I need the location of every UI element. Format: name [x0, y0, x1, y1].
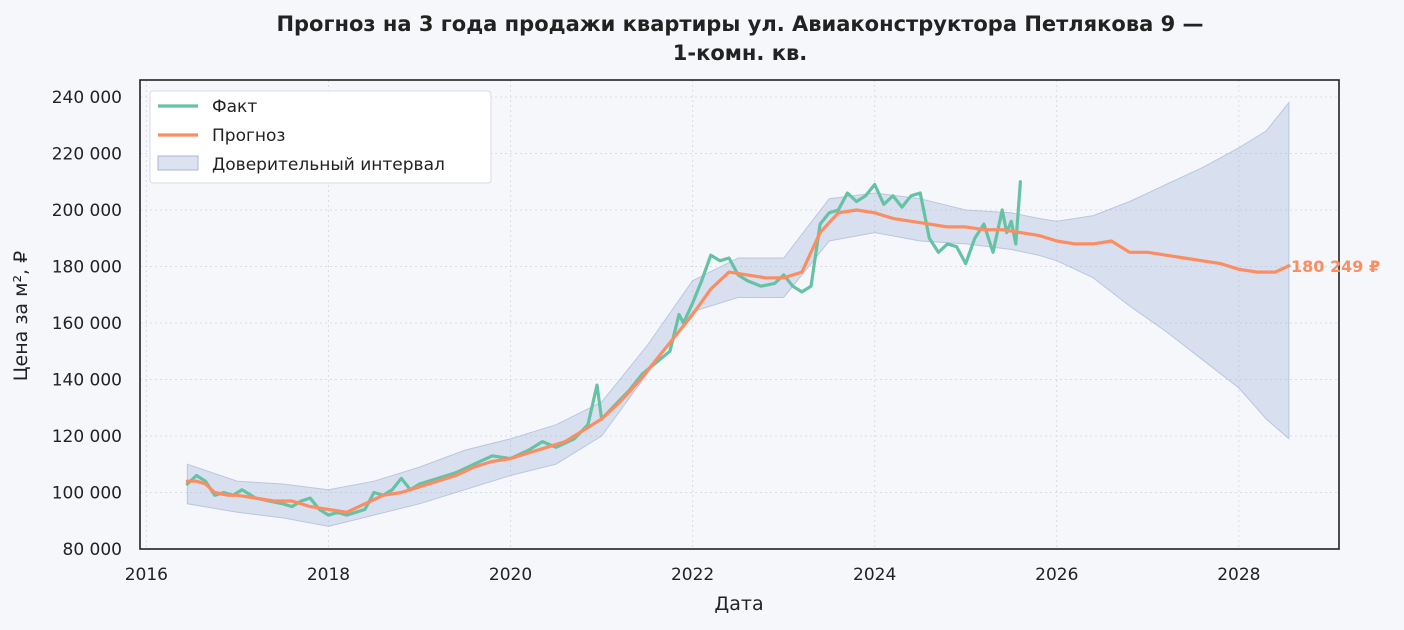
fact-line	[185, 180, 1023, 517]
legend-forecast-label: Прогноз	[212, 126, 285, 146]
x-tick-label: 2018	[307, 565, 350, 585]
legend-box	[149, 90, 492, 184]
y-tick-label: 160 000	[52, 314, 122, 334]
y-tick-label: 220 000	[52, 144, 122, 164]
x-tick-label: 2016	[125, 565, 168, 585]
y-tick-label: 200 000	[52, 201, 122, 221]
plot-frame	[139, 79, 1340, 550]
y-tick-label: 120 000	[52, 427, 122, 447]
legend: Факт Прогноз Доверительный интервал	[149, 90, 492, 184]
series-lines-layer	[185, 180, 1291, 517]
x-tick-label: 2026	[1035, 565, 1078, 585]
confidence-band	[186, 101, 1290, 527]
x-tick-label: 2020	[489, 565, 532, 585]
x-tick-label: 2024	[853, 565, 896, 585]
forecast-line	[185, 208, 1291, 514]
chart-title-line2: 1-комн. кв.	[673, 41, 808, 65]
y-tick-label: 80 000	[63, 540, 122, 560]
legend-interval-swatch	[157, 155, 199, 171]
legend-fact-label: Факт	[212, 97, 257, 117]
y-tick-label: 100 000	[52, 483, 122, 503]
x-tick-label: 2028	[1217, 565, 1260, 585]
forecast-end-label: 180 249 ₽	[1291, 257, 1380, 276]
confidence-band-layer	[186, 101, 1290, 527]
x-tick-label: 2022	[671, 565, 714, 585]
x-axis-ticks: 2016 2018 2020 2022 2024 2026 2028	[125, 565, 1261, 585]
y-axis-ticks: 80 000 100 000 120 000 140 000 160 000 180 00…	[52, 88, 122, 560]
chart-title-line1: Прогноз на 3 года продажи квартиры ул. А…	[276, 12, 1203, 36]
y-axis-label: Цена за м², ₽	[10, 251, 32, 381]
legend-interval-label: Доверительный интервал	[212, 155, 445, 175]
y-tick-label: 140 000	[52, 370, 122, 390]
grid-lines	[140, 80, 1339, 550]
y-tick-label: 180 000	[52, 257, 122, 277]
y-tick-label: 240 000	[52, 88, 122, 108]
x-axis-label: Дата	[714, 593, 763, 615]
